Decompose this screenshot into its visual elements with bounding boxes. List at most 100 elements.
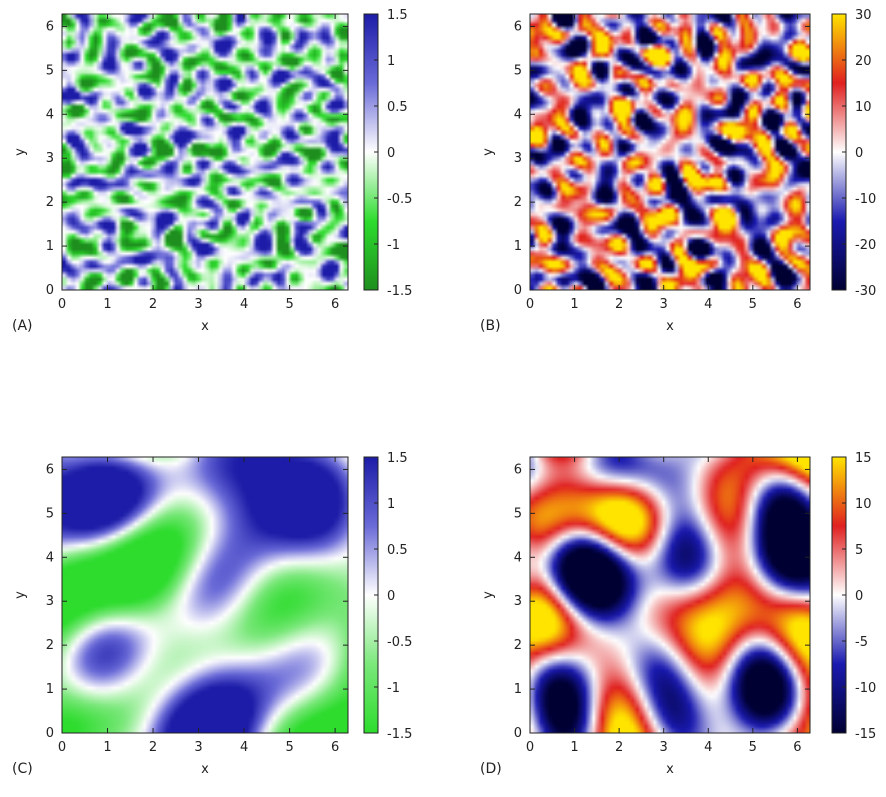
y-axis-label: y: [481, 591, 496, 599]
y-tick-label: 2: [46, 195, 54, 210]
x-tick-label: 1: [103, 740, 111, 755]
colorbar-tick-label: -0.5: [387, 192, 412, 207]
colorbar-tick-label: -5: [855, 635, 868, 650]
heatmap-image: [530, 14, 810, 290]
colorbar-tick-label: 0.5: [387, 543, 408, 558]
colorbar-tick-label: 15: [855, 451, 872, 466]
x-tick-label: 6: [331, 297, 339, 312]
panel-label: (D): [480, 761, 502, 777]
y-tick-label: 3: [46, 594, 54, 609]
colorbar-tick-label: -15: [855, 727, 876, 742]
colorbar-tick-label: 0: [387, 589, 395, 604]
y-tick-label: 5: [46, 506, 54, 521]
y-tick-label: 1: [46, 682, 54, 697]
y-tick-label: 4: [514, 107, 522, 122]
x-tick-label: 3: [660, 740, 668, 755]
y-tick-label: 3: [514, 151, 522, 166]
y-tick-label: 6: [46, 19, 54, 34]
x-tick-label: 4: [704, 297, 712, 312]
colorbar-tick-label: 0.5: [387, 100, 408, 115]
y-tick-label: 6: [514, 19, 522, 34]
heatmap-image: [530, 457, 810, 733]
y-tick-label: 0: [46, 726, 54, 741]
colorbar-tick-label: 1: [387, 54, 395, 69]
y-tick-label: 4: [46, 550, 54, 565]
x-tick-label: 6: [793, 740, 801, 755]
y-tick-label: 5: [514, 63, 522, 78]
x-tick-label: 2: [615, 297, 623, 312]
x-tick-label: 4: [240, 740, 248, 755]
colorbar-tick-label: 0: [387, 146, 395, 161]
y-axis-label: y: [13, 591, 28, 599]
x-tick-label: 6: [331, 740, 339, 755]
x-tick-label: 5: [749, 740, 757, 755]
colorbar-tick-label: 10: [855, 497, 872, 512]
panel-label: (B): [480, 318, 501, 334]
x-tick-label: 3: [194, 740, 202, 755]
colorbar-tick-label: -1.5: [387, 284, 412, 299]
x-tick-label: 6: [793, 297, 801, 312]
colorbar-tick-label: 30: [855, 8, 872, 23]
y-tick-label: 1: [46, 239, 54, 254]
y-tick-label: 6: [514, 462, 522, 477]
colorbar-tick-label: -1.5: [387, 727, 412, 742]
x-tick-label: 1: [103, 297, 111, 312]
x-tick-label: 0: [526, 297, 534, 312]
y-tick-label: 4: [46, 107, 54, 122]
colorbar-tick-label: -1: [387, 681, 400, 696]
y-tick-label: 4: [514, 550, 522, 565]
chart-panel-1: 0 1 2 3 4 5 6 0 1 2 3 4 5 6 x y (A) 1.5 1 0.5 0 -0.5 -1 -1.5: [12, 8, 412, 334]
y-tick-label: 3: [46, 151, 54, 166]
colorbar-tick-label: -10: [855, 192, 876, 207]
x-tick-label: 4: [704, 740, 712, 755]
colorbar-tick-label: 1: [387, 497, 395, 512]
x-axis-label: x: [201, 319, 209, 334]
x-tick-label: 5: [285, 297, 293, 312]
colorbar-tick-label: 20: [855, 54, 872, 69]
x-tick-label: 2: [615, 740, 623, 755]
chart-panel-3: 0 1 2 3 4 5 6 0 1 2 3 4 5 6 x y (C) 1.5 1 0.5 0 -0.5 -1 -1.5: [12, 451, 412, 777]
plot-frame: [529, 456, 811, 734]
colorbar-tick-label: 1.5: [387, 451, 408, 466]
y-tick-label: 0: [46, 283, 54, 298]
panel-label: (A): [12, 318, 33, 334]
y-tick-label: 2: [514, 638, 522, 653]
x-tick-label: 2: [149, 297, 157, 312]
y-tick-label: 1: [514, 239, 522, 254]
y-tick-label: 2: [46, 638, 54, 653]
colorbar-tick-label: 1.5: [387, 8, 408, 23]
colorbar-tick-label: 5: [855, 543, 863, 558]
colorbar-tick-label: 10: [855, 100, 872, 115]
y-tick-label: 2: [514, 195, 522, 210]
y-tick-label: 0: [514, 283, 522, 298]
x-tick-label: 0: [58, 297, 66, 312]
x-tick-label: 0: [526, 740, 534, 755]
chart-panel-2: 0 1 2 3 4 5 6 0 1 2 3 4 5 6 x y (B) 30 20 10 0 -10 -20 -30: [480, 8, 876, 334]
colorbar-tick-label: 0: [855, 146, 863, 161]
plot-frame: [529, 13, 811, 291]
heatmap-image: [62, 14, 348, 290]
y-tick-label: 0: [514, 726, 522, 741]
x-tick-label: 3: [194, 297, 202, 312]
y-tick-label: 6: [46, 462, 54, 477]
x-tick-label: 1: [570, 297, 578, 312]
y-axis-label: y: [13, 148, 28, 156]
x-axis-label: x: [201, 762, 209, 777]
x-tick-label: 0: [58, 740, 66, 755]
colorbar-tick-label: -0.5: [387, 635, 412, 650]
y-tick-label: 5: [46, 63, 54, 78]
x-axis-label: x: [666, 762, 674, 777]
colorbar-tick-label: -1: [387, 238, 400, 253]
heatmap-image: [62, 457, 348, 733]
colorbar-tick-label: 0: [855, 589, 863, 604]
y-tick-label: 1: [514, 682, 522, 697]
colorbar-tick-label: -10: [855, 681, 876, 696]
plot-frame: [61, 456, 349, 734]
x-tick-label: 3: [660, 297, 668, 312]
x-axis-label: x: [666, 319, 674, 334]
x-tick-label: 4: [240, 297, 248, 312]
x-tick-label: 5: [285, 740, 293, 755]
y-tick-label: 3: [514, 594, 522, 609]
colorbar-tick-label: -30: [855, 284, 876, 299]
